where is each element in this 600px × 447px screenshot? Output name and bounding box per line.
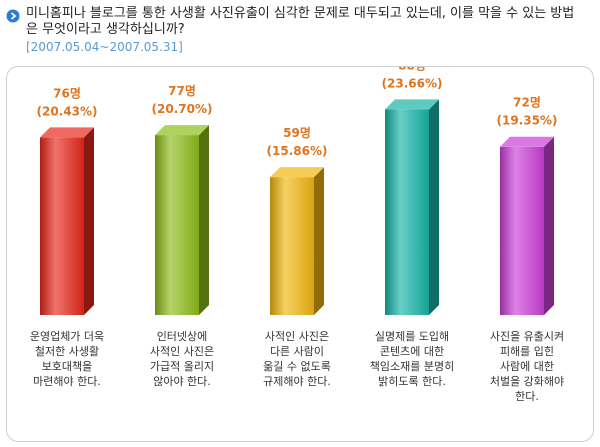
bar-side (544, 136, 554, 315)
survey-question: 미니홈피나 블로그를 통한 사생활 사진유출이 심각한 문제로 대두되고 있는데… (26, 6, 575, 37)
bar-percent-label: (15.86%) (267, 144, 328, 158)
category-label: 실명제를 도입해 콘텐츠에 대한 책임소재를 분명히 밝히도록 한다. (369, 330, 455, 388)
bar (500, 146, 544, 315)
bar (155, 135, 199, 315)
bar-chart: 76명 (20.43%) 77명 (20.70%) 59명 (15.86%) 88명 (23.… (37, 67, 558, 316)
bar-top (270, 167, 324, 178)
bar-group: 59명 (15.86%) (267, 126, 328, 315)
bar-count-label: 72명 (513, 96, 541, 110)
bar-group: 88명 (23.66%) (382, 67, 443, 315)
chart-panel: 76명 (20.43%) 77명 (20.70%) 59명 (15.86%) 88명 (23.… (6, 66, 594, 442)
bar-top (155, 125, 209, 136)
category-label: 사진을 유출시켜 피해를 입힌 사람에 대한 처벌을 강화해야 한다. (489, 330, 565, 403)
bar-count-label: 59명 (283, 126, 311, 140)
bar-percent-label: (19.35%) (497, 114, 558, 128)
bar-side (429, 99, 439, 315)
bar-top (500, 136, 554, 147)
chevron-right-circle-icon (6, 9, 20, 23)
bar-count-label: 77명 (168, 84, 196, 98)
bar-count-label: 88명 (398, 67, 426, 72)
bar-count-label: 76명 (53, 86, 81, 100)
bar (40, 137, 84, 315)
bar-side (199, 125, 209, 315)
category-label: 사적인 사진은 다른 사람이 옮길 수 없도록 규제해야 한다. (263, 330, 331, 388)
bar-group: 77명 (20.70%) (152, 84, 213, 315)
bar-percent-label: (20.43%) (37, 104, 98, 118)
bar-group: 76명 (20.43%) (37, 86, 98, 316)
category-label: 운영업체가 더욱 철저한 사생활 보호대책을 마련해야 한다. (29, 330, 105, 388)
bar-side (314, 167, 324, 315)
bar-side (84, 127, 94, 316)
bar-group: 72명 (19.35%) (497, 96, 558, 315)
bar-top (40, 127, 94, 138)
survey-period: [2007.05.04~2007.05.31] (26, 40, 183, 54)
bar-percent-label: (20.70%) (152, 102, 213, 116)
bar (385, 109, 429, 315)
category-label: 인터넷상에 사적인 사진은 가급적 올리지 않아야 한다. (149, 330, 215, 388)
bar-percent-label: (23.66%) (382, 76, 443, 90)
bar (270, 177, 314, 315)
bar-top (385, 99, 439, 110)
